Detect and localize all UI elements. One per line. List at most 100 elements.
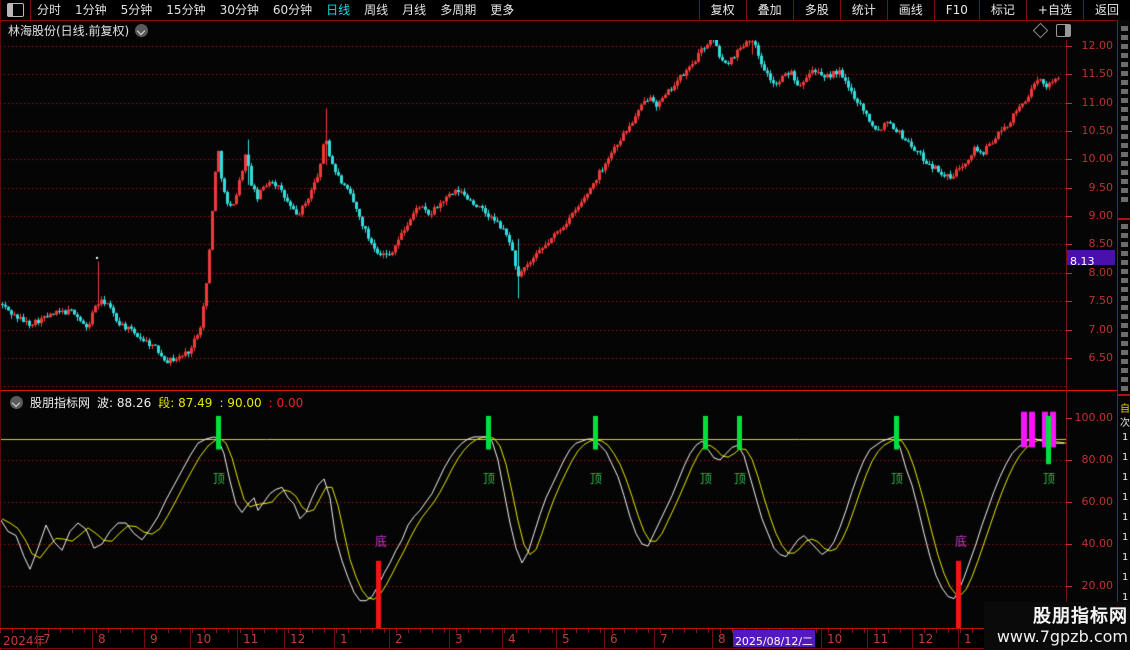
year-label: 2024年	[3, 634, 46, 648]
month-separator	[958, 629, 959, 649]
indicator-value: : 90.00	[219, 395, 262, 410]
tool-button-复权[interactable]: 复权	[698, 0, 746, 20]
month-separator	[867, 629, 868, 649]
strip-digit: 1	[1122, 512, 1129, 523]
chevron-down-icon[interactable]	[135, 24, 149, 37]
period-toolbar: 分时 1分钟 5分钟 15分钟 30分钟 60分钟 日线 周线 月线 多周期 更多 〉 复权 叠加 多股…	[0, 0, 1130, 21]
indicator-value: 段: 87.49	[158, 396, 213, 410]
x-axis-month-label: 2	[395, 632, 403, 646]
month-separator	[912, 629, 913, 649]
indicator-axis-label: 20.00	[1066, 579, 1116, 593]
month-separator	[284, 629, 285, 649]
date-axis-ticks	[0, 629, 1066, 633]
indicator-header: 股朋指标网 波: 88.26 段: 87.49 : 90.00 : 0.00	[4, 394, 303, 411]
toolbar-divider	[30, 0, 31, 20]
layout-toggle-icon[interactable]	[7, 3, 24, 17]
watermark-site-name: 股朋指标网	[1033, 605, 1128, 627]
month-separator	[37, 629, 38, 649]
month-separator	[144, 629, 145, 649]
x-axis-month-label: 12	[918, 632, 934, 646]
period-button-更多[interactable]: 更多	[490, 3, 515, 17]
x-axis-month-label: 7	[660, 632, 668, 646]
indicator-axis-label: 80.00	[1066, 453, 1116, 467]
period-button-5分钟[interactable]: 5分钟	[120, 3, 153, 17]
stock-title[interactable]: 林海股份(日线.前复权)	[8, 24, 130, 38]
x-axis-month-label: 3	[455, 632, 463, 646]
indicator-axis-label: 60.00	[1066, 495, 1116, 509]
indicator-value-axis: 100.00 80.00 60.00 40.00 20.00	[1066, 0, 1117, 650]
window-bottom-border	[0, 648, 1130, 649]
indicator-value: 波: 88.26	[97, 396, 152, 410]
main-candlestick-chart[interactable]	[0, 40, 1066, 390]
diamond-icon[interactable]	[1032, 22, 1049, 39]
x-axis-month-label: 8	[718, 632, 726, 646]
strip-label-second: 次	[1120, 418, 1130, 429]
indicator-value: : 0.00	[268, 395, 304, 410]
month-separator	[654, 629, 655, 649]
tool-button-统计[interactable]: 统计	[839, 0, 887, 20]
more-arrow-icon[interactable]: 〉	[508, 4, 520, 17]
strip-digit: 1	[1122, 452, 1129, 463]
window-left-border	[0, 0, 1, 650]
tool-button-叠加[interactable]: 叠加	[745, 0, 793, 20]
x-axis-month-label: 12	[290, 632, 306, 646]
crosshair-price-tag: 8.13	[1067, 250, 1115, 268]
period-button-1分钟[interactable]: 1分钟	[75, 3, 107, 17]
period-button-30分钟[interactable]: 30分钟	[219, 3, 259, 17]
x-axis-month-label: 10	[827, 632, 843, 646]
vertical-text-texture	[1121, 224, 1128, 392]
price-axis-label: 8.50	[1066, 237, 1116, 251]
watermark-url: www.7gpzb.com	[996, 626, 1128, 646]
indicator-chart[interactable]	[0, 391, 1066, 628]
price-axis-label: 12.00	[1066, 39, 1116, 53]
month-separator	[604, 629, 605, 649]
month-separator	[334, 629, 335, 649]
tool-button-画线[interactable]: 画线	[886, 0, 934, 20]
month-separator	[237, 629, 238, 649]
x-axis-month-label: 9	[150, 632, 158, 646]
price-axis-line	[1066, 40, 1067, 628]
tool-button-F10[interactable]: F10	[933, 0, 979, 20]
strip-digit: 1	[1122, 532, 1129, 543]
x-axis-month-label: 11	[873, 632, 889, 646]
period-button-月线[interactable]: 月线	[402, 3, 427, 17]
price-axis-label: 11.50	[1066, 67, 1116, 81]
period-button-多周期[interactable]: 多周期	[440, 3, 477, 17]
period-button-周线[interactable]: 周线	[364, 3, 389, 17]
x-axis-month-label: 10	[196, 632, 212, 646]
tool-button-返回[interactable]: 返回	[1082, 0, 1130, 20]
strip-digit: 1	[1122, 592, 1129, 603]
month-separator	[712, 629, 713, 649]
right-side-strip[interactable]: 自 次 1 1 1 1 1 1 1 1 1	[1117, 20, 1130, 650]
tool-button-多股[interactable]: 多股	[792, 0, 840, 20]
x-axis-month-label: 7	[43, 632, 51, 646]
price-axis-label: 7.00	[1066, 323, 1116, 337]
indicator-axis-label: 40.00	[1066, 537, 1116, 551]
price-axis-label: 7.50	[1066, 294, 1116, 308]
month-separator	[449, 629, 450, 649]
date-axis[interactable]: 2024年 2025/08/12/二 7 8 9 10 11 12 1 2 3 4 5 6 7 8 10 11…	[0, 628, 1117, 649]
period-button-60分钟[interactable]: 60分钟	[272, 3, 313, 17]
x-axis-month-label: 11	[243, 632, 259, 646]
tool-button-标记[interactable]: 标记	[978, 0, 1026, 20]
x-axis-month-label: 4	[508, 632, 516, 646]
panel-divider[interactable]	[0, 390, 1117, 391]
strip-digit: 1	[1122, 472, 1129, 483]
period-button-日线[interactable]: 日线	[326, 3, 351, 17]
tool-button-+自选[interactable]: +自选	[1025, 0, 1083, 20]
chevron-down-icon[interactable]	[10, 396, 23, 409]
period-button-分时[interactable]: 分时	[37, 3, 62, 17]
price-axis-label: 9.50	[1066, 181, 1116, 195]
strip-label-top: 自	[1120, 404, 1130, 415]
strip-digit: 1	[1122, 572, 1129, 583]
x-axis-month-label: 1	[340, 632, 348, 646]
month-separator	[556, 629, 557, 649]
price-axis-label: 9.00	[1066, 209, 1116, 223]
x-axis-month-label: 1	[964, 632, 972, 646]
indicator-axis-label: 100.00	[1066, 411, 1116, 425]
x-axis-month-label: 5	[562, 632, 570, 646]
indicator-source-label[interactable]: 股朋指标网	[30, 396, 91, 410]
month-separator	[502, 629, 503, 649]
pane-toggle-icon[interactable]	[1056, 24, 1071, 37]
period-button-15分钟[interactable]: 15分钟	[166, 3, 206, 17]
